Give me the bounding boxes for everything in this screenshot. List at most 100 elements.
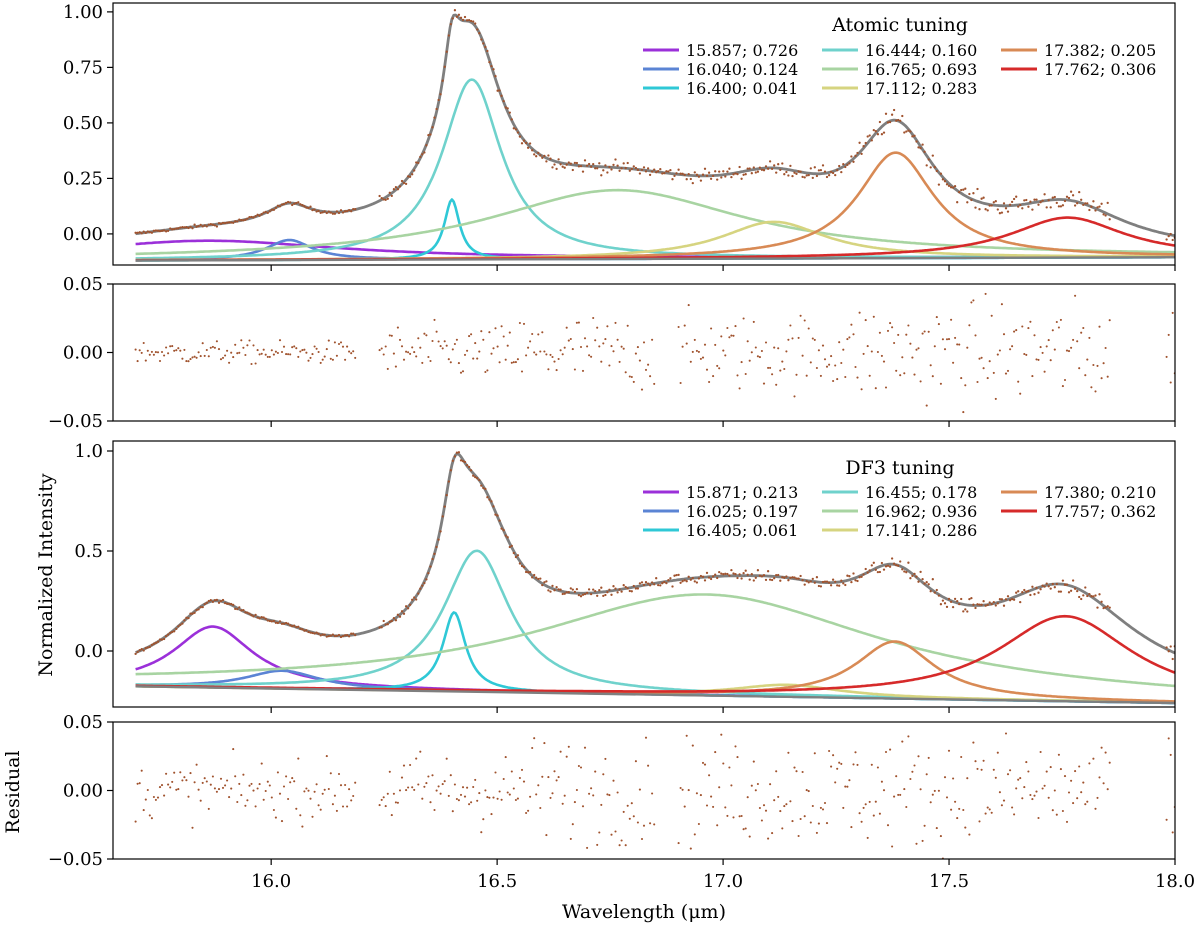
atomic-data-point [604, 164, 607, 167]
atomic-data-point [171, 228, 174, 231]
df3-data-point [913, 572, 916, 576]
df3-residual-point [592, 794, 595, 797]
atomic-residual-point [150, 350, 153, 353]
atomic-data-point [921, 143, 924, 146]
df3-data-point [748, 578, 751, 581]
df3-residual-point [287, 797, 290, 801]
atomic-residual-point [455, 338, 458, 341]
atomic-residual-point [978, 357, 981, 360]
df3-data-point [943, 602, 947, 605]
atomic-data-point [840, 170, 843, 174]
atomic-data-point [1055, 201, 1058, 205]
df3-data-point [488, 498, 491, 501]
df3-data-point [451, 459, 454, 462]
df3-data-point [301, 628, 304, 631]
df3-residual-point [730, 784, 733, 787]
df3-residual-point [207, 807, 210, 810]
df3-data-point [868, 569, 871, 572]
atomic-residual-point [834, 364, 837, 367]
atomic-data-point [1027, 205, 1030, 208]
atomic-residual-point [333, 341, 336, 344]
df3-residual-point [811, 804, 814, 808]
atomic-data-point [264, 210, 267, 214]
atomic-residual-point [740, 361, 743, 364]
df3-residual-point [925, 773, 928, 776]
df3-residual-point [775, 770, 778, 773]
df3-residual-point [185, 779, 188, 782]
df3-residual-point [640, 837, 644, 841]
atomic-residual-point [701, 356, 705, 359]
df3-data-point [455, 451, 459, 454]
df3-data-point [921, 577, 924, 581]
df3-residual-point [783, 805, 786, 808]
atomic-residual-point [903, 372, 906, 375]
df3-data-point [890, 557, 894, 560]
atomic-data-point [988, 204, 991, 207]
atomic-residual-point [388, 334, 391, 337]
atomic-residual-point [819, 374, 822, 377]
df3-residual-point [919, 788, 922, 791]
df3-residual-point [435, 789, 438, 792]
atomic-data-point [1037, 203, 1040, 206]
df3-residual-points [134, 732, 1175, 859]
atomic-residual-point [394, 365, 397, 368]
df3-data-point [1165, 646, 1168, 649]
df3-data-point [1086, 594, 1089, 598]
df3-residual-point [313, 790, 316, 793]
atomic-data-point [622, 162, 625, 165]
df3-data-point [596, 594, 599, 597]
df3-residual-point [144, 798, 147, 801]
df3-data-point [681, 580, 684, 583]
df3-data-point [510, 544, 513, 548]
atomic-data-point [189, 225, 192, 228]
atomic-data-point [388, 191, 391, 194]
atomic-residual-point [1002, 333, 1006, 336]
df3-residual-point [181, 779, 184, 782]
atomic-data-point [516, 131, 520, 134]
df3-residual-point [588, 792, 591, 795]
atomic-residual-point [325, 348, 328, 351]
atomic-residual-point [309, 356, 312, 359]
atomic-residual-point [350, 352, 353, 355]
atomic-data-point [976, 187, 979, 191]
atomic-residual-point [1000, 303, 1003, 306]
df3-residual-point [167, 783, 170, 786]
atomic-data-point [270, 208, 273, 211]
df3-residual-point [1067, 791, 1071, 794]
atomic-residual-point [171, 345, 174, 348]
df3-residual-point [163, 794, 166, 797]
atomic-residual-point [165, 346, 168, 349]
df3-data-point [225, 602, 229, 605]
atomic-data-point [760, 168, 764, 171]
df3-data-point [1169, 645, 1172, 648]
atomic-residual-point [193, 355, 196, 358]
atomic-data-point [650, 170, 654, 173]
df3-data-point [280, 622, 284, 625]
atomic-residual-point [250, 362, 253, 366]
atomic-data-point [492, 68, 495, 71]
df3-data-point [415, 598, 418, 601]
df3-residual-point [165, 772, 168, 775]
atomic-residual-point [992, 371, 995, 374]
df3-residual-point [177, 788, 180, 791]
df3-residual-point [880, 780, 883, 783]
df3-data-point [807, 581, 810, 584]
df3-data-point [730, 568, 733, 572]
df3-data-point [207, 599, 210, 603]
df3-residual-point [1041, 787, 1044, 790]
atomic-residual-point [1078, 367, 1081, 370]
df3-data-point [703, 579, 707, 582]
atomic-residual-point [1037, 358, 1040, 361]
df3-data-point [663, 580, 666, 584]
atomic-residual-point [221, 356, 225, 359]
df3-data-point [311, 631, 314, 635]
atomic-residual-point [923, 330, 926, 333]
df3-residual-point [685, 734, 688, 737]
df3-residual-point [311, 815, 314, 818]
atomic-legend-label: 17.762; 0.306 [1044, 60, 1156, 79]
df3-data-point [697, 577, 701, 580]
df3-legend-label: 16.455; 0.178 [865, 483, 977, 502]
df3-data-point [1041, 584, 1044, 587]
atomic-data-point [1080, 198, 1083, 201]
df3-residual-point [756, 782, 759, 786]
